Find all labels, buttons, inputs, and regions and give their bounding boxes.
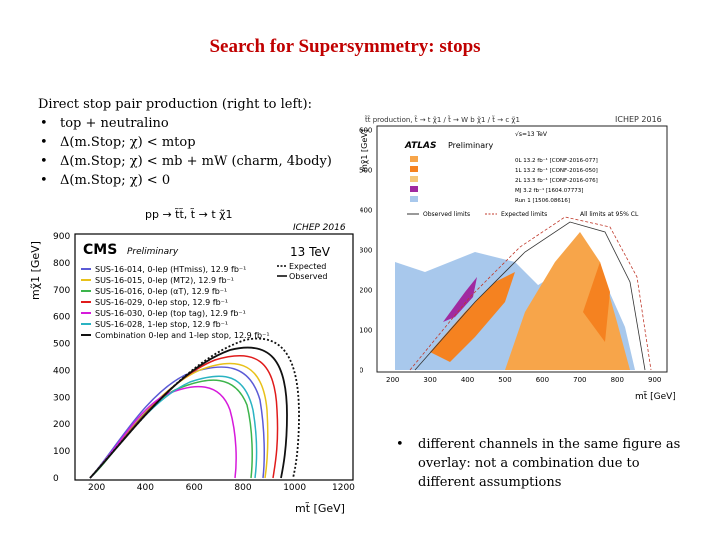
- atlas-y-tick-label: 200: [359, 286, 372, 294]
- atlas-observed-line: [414, 221, 646, 371]
- atlas-x-tick-label: 500: [498, 376, 511, 384]
- cms-legend-label: SUS-16-029, 0-lep stop, 12.9 fb⁻¹: [95, 298, 228, 307]
- cms-x-tick-label: 600: [186, 483, 203, 493]
- atlas-conference: ICHEP 2016: [615, 115, 662, 124]
- intro-list: top + neutralino Δ(m.Stop; χ) < mtop Δ(m…: [38, 114, 332, 190]
- atlas-legend-label: Run 1 [1506.08616]: [515, 198, 570, 204]
- atlas-x-ticks: 200 300 400 500 600 700 800 900: [386, 376, 661, 384]
- atlas-legend-swatch-0l: [410, 156, 418, 162]
- cms-ylabel: mχ̃1 [GeV]: [29, 241, 42, 300]
- cms-legend-label: SUS-16-030, 0-lep (top tag), 12.9 fb⁻¹: [95, 309, 246, 318]
- cms-y-tick-label: 600: [53, 313, 70, 323]
- cms-legend-label: SUS-16-014, 0-lep (HTmiss), 12.9 fb⁻¹: [95, 265, 246, 274]
- cms-y-tick-label: 700: [53, 286, 70, 296]
- cms-contour-combination-expected: [89, 337, 300, 479]
- cms-x-tick-label: 1200: [332, 483, 355, 493]
- cms-expected-label: Expected: [289, 262, 326, 271]
- cms-y-tick-label: 0: [53, 474, 59, 484]
- atlas-y-ticks: 0 100 200 300 400 500 600: [359, 126, 372, 374]
- cms-legend-label: SUS-16-016, 0-lep (αT), 12.9 fb⁻¹: [95, 287, 227, 296]
- atlas-x-tick-label: 300: [423, 376, 436, 384]
- atlas-legend-label: 1L 13.2 fb⁻¹ [CONF-2016-050]: [515, 167, 598, 174]
- intro-item: Δ(m.Stop; χ) < 0: [38, 171, 332, 190]
- atlas-y-tick-label: 400: [359, 206, 372, 214]
- cms-y-tick-label: 500: [53, 340, 70, 350]
- slide-title: Search for Supersymmetry: stops: [209, 36, 481, 57]
- atlas-expected-label: Expected limits: [501, 211, 547, 218]
- cms-x-tick-label: 400: [137, 483, 154, 493]
- cms-header: pp → t̃t̃, t̃ → t χ̃1: [145, 208, 232, 221]
- atlas-y-tick-label: 300: [359, 246, 372, 254]
- intro-heading: Direct stop pair production (right to le…: [38, 97, 312, 112]
- cms-legend-label: Combination 0-lep and 1-lep stop, 12.9 f…: [95, 331, 270, 340]
- atlas-legend-swatch-mj: [410, 186, 418, 192]
- cms-exclusion-plot: pp → t̃t̃, t̃ → t χ̃1 ICHEP 2016 CMS Pre…: [25, 200, 360, 522]
- note-text: different channels in the same figure as…: [418, 437, 681, 490]
- atlas-1l-area: [430, 272, 515, 362]
- cms-x-tick-label: 200: [88, 483, 105, 493]
- atlas-legend-swatch-1l: [410, 166, 418, 172]
- intro-block: Direct stop pair production (right to le…: [38, 95, 332, 190]
- cms-legend-label: SUS-16-015, 0-lep (MT2), 12.9 fb⁻¹: [95, 276, 234, 285]
- cms-preliminary: Preliminary: [127, 247, 179, 257]
- atlas-experiment: ATLAS: [404, 141, 436, 151]
- cms-y-tick-label: 200: [53, 420, 70, 430]
- cms-y-ticks: 0 100 200 300 400 500 600 700 800 900: [53, 232, 70, 484]
- atlas-legend-label: 0L 13.2 fb⁻¹ [CONF-2016-077]: [515, 157, 598, 164]
- atlas-y-tick-label: 600: [359, 126, 372, 134]
- cms-experiment: CMS: [83, 242, 117, 258]
- atlas-preliminary: Preliminary: [448, 141, 493, 150]
- cms-y-tick-label: 800: [53, 259, 70, 269]
- cms-contour-toptag: [89, 385, 237, 479]
- cms-conference: ICHEP 2016: [293, 223, 346, 233]
- cms-x-ticks: 200 400 600 800 1000 1200: [88, 483, 355, 493]
- cms-y-tick-label: 900: [53, 232, 70, 242]
- intro-item: top + neutralino: [38, 114, 332, 133]
- atlas-energy: √s=13 TeV: [515, 131, 548, 138]
- intro-item: Δ(m.Stop; χ) < mtop: [38, 133, 332, 152]
- atlas-legend-swatch-run1: [410, 196, 418, 202]
- cms-y-tick-label: 400: [53, 366, 70, 376]
- atlas-legend-swatch-2l: [410, 176, 418, 182]
- atlas-observed-label: Observed limits: [423, 211, 470, 218]
- note-block: • different channels in the same figure …: [396, 435, 696, 492]
- cms-xlabel: mt̃ [GeV]: [295, 502, 345, 515]
- atlas-xlabel: mt̃ [GeV]: [635, 390, 675, 402]
- atlas-legend-label: MJ 3.2 fb⁻¹ [1604.07773]: [515, 187, 583, 194]
- cms-y-tick-label: 300: [53, 393, 70, 403]
- atlas-1l-area-high: [583, 262, 610, 342]
- atlas-ylabel: mχ̃1 [GeV]: [360, 129, 369, 172]
- intro-item: Δ(m.Stop; χ) < mb + mW (charm, 4body): [38, 152, 332, 171]
- atlas-mj-area: [443, 277, 477, 322]
- atlas-exclusion-plot: t̃t̃ production, t̃ → t χ̃1 / t̃ → W b χ…: [355, 112, 675, 402]
- cms-contour-combination: [89, 346, 288, 479]
- cms-energy: 13 TeV: [290, 245, 331, 259]
- atlas-y-tick-label: 100: [359, 326, 372, 334]
- cms-contour-htmiss: [89, 366, 265, 479]
- atlas-x-tick-label: 200: [386, 376, 399, 384]
- atlas-legend-label: 2L 13.3 fb⁻¹ [CONF-2016-076]: [515, 177, 598, 184]
- atlas-y-tick-label: 0: [359, 366, 363, 374]
- atlas-x-tick-label: 700: [573, 376, 586, 384]
- cms-legend-label: SUS-16-028, 1-lep stop, 12.9 fb⁻¹: [95, 320, 228, 329]
- note-bullet: •: [396, 437, 404, 452]
- atlas-cl-label: All limits at 95% CL: [580, 211, 639, 218]
- atlas-x-tick-label: 600: [536, 376, 549, 384]
- atlas-legend: 0L 13.2 fb⁻¹ [CONF-2016-077] 1L 13.2 fb⁻…: [407, 156, 639, 218]
- atlas-x-tick-label: 800: [611, 376, 624, 384]
- cms-legend: Expected Observed SUS-16-014, 0-lep (HTm…: [81, 262, 328, 340]
- atlas-x-tick-label: 400: [461, 376, 474, 384]
- cms-y-tick-label: 100: [53, 447, 70, 457]
- cms-x-tick-label: 1000: [283, 483, 306, 493]
- atlas-expected-line: [409, 216, 652, 371]
- atlas-x-tick-label: 900: [648, 376, 661, 384]
- cms-observed-label: Observed: [289, 272, 328, 281]
- atlas-y-tick-label: 500: [359, 166, 372, 174]
- cms-x-tick-label: 800: [234, 483, 251, 493]
- atlas-header: t̃t̃ production, t̃ → t χ̃1 / t̃ → W b χ…: [365, 116, 520, 124]
